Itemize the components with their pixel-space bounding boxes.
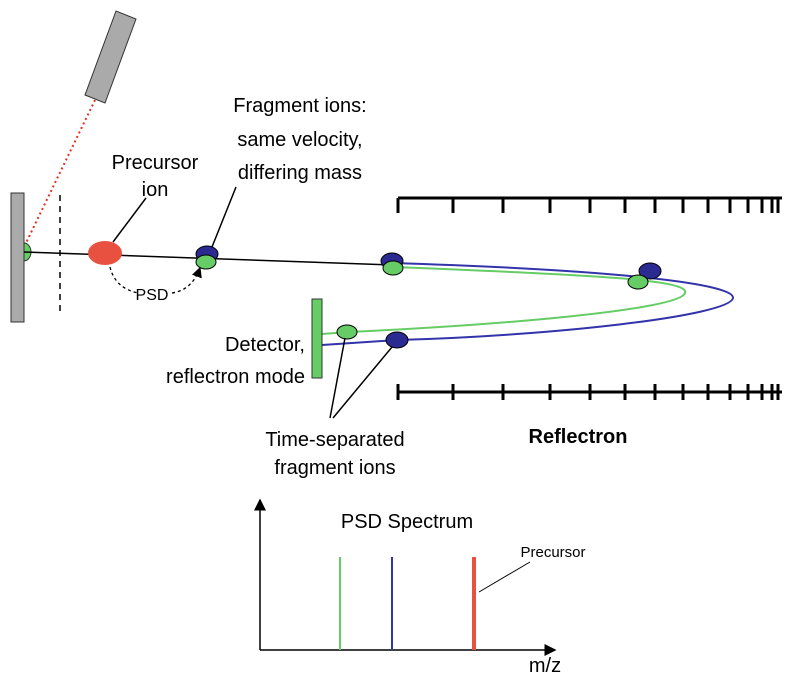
precursor-ion [88, 241, 122, 265]
label: reflectron mode [166, 366, 305, 388]
label: m/z [529, 655, 561, 676]
label: fragment ions [274, 457, 395, 479]
sample-plate [10, 192, 25, 323]
ion [638, 262, 662, 280]
label: PSD [136, 287, 169, 304]
ion [382, 260, 404, 276]
psd-arrow [109, 266, 139, 294]
ion [385, 331, 409, 349]
label: ion [142, 179, 169, 201]
ion [336, 324, 358, 340]
label: Precursor [112, 152, 199, 174]
blue-path [321, 262, 734, 346]
ion [195, 254, 217, 270]
ion [627, 274, 649, 290]
leader [332, 346, 393, 419]
psd-arrow [171, 266, 202, 294]
label: PSD Spectrum [341, 511, 473, 533]
leader [211, 186, 237, 248]
reflectron [396, 196, 782, 400]
label: differing mass [238, 162, 362, 184]
label: same velocity, [237, 129, 362, 151]
detector [311, 298, 323, 379]
label: Fragment ions: [233, 95, 366, 117]
green-path [321, 266, 687, 335]
label: Time-separated [265, 429, 404, 451]
leader [478, 561, 531, 593]
leader [329, 337, 346, 419]
label: Reflectron [529, 426, 628, 448]
label: Precursor [520, 544, 585, 561]
laser [84, 10, 137, 104]
leader [112, 197, 147, 243]
laser-beam [24, 99, 96, 246]
label: Detector, [225, 334, 305, 356]
